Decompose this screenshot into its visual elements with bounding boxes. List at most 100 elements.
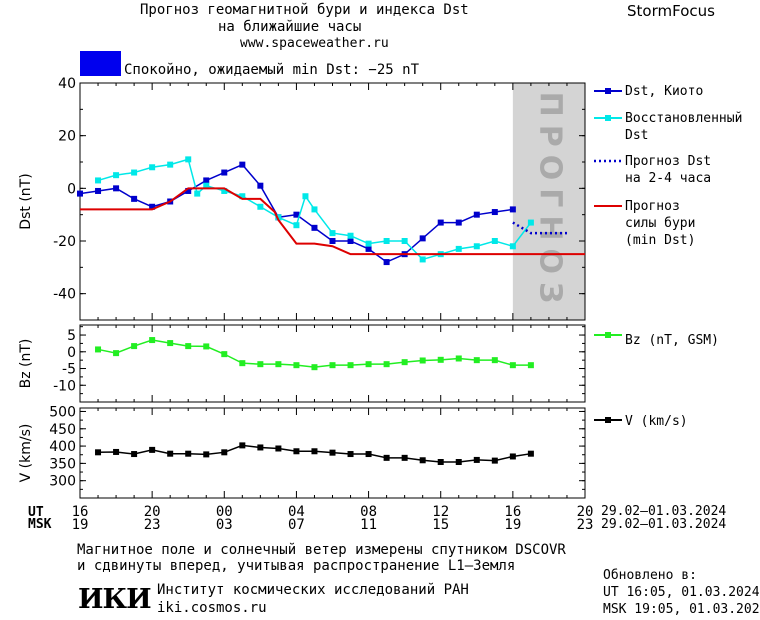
data-point — [221, 449, 228, 456]
ut-tick-label: 16 — [504, 504, 521, 520]
forecast-zone — [512, 83, 585, 320]
data-point — [185, 450, 192, 457]
msk-tick-label: 15 — [432, 517, 449, 533]
legend-label: силы бури — [625, 216, 695, 231]
data-point — [491, 357, 498, 364]
page-title: Прогноз геомагнитной бури и индекса Dst — [140, 2, 469, 18]
ut-tick-label: 20 — [144, 504, 161, 520]
data-point — [347, 451, 354, 458]
panel-frame — [79, 82, 586, 321]
ut-tick-label: 12 — [432, 504, 449, 520]
y-tick-label: 400 — [49, 439, 76, 455]
data-point — [239, 161, 246, 168]
data-point — [311, 364, 318, 371]
data-point — [302, 193, 309, 200]
data-point — [329, 238, 336, 244]
data-point — [509, 206, 516, 213]
data-point — [293, 448, 300, 455]
data-point — [113, 172, 120, 179]
data-point — [203, 451, 210, 458]
site-url[interactable]: www.spaceweather.ru — [240, 36, 389, 51]
legend-marker — [605, 417, 611, 423]
msk-tick-label: 23 — [144, 517, 161, 533]
data-point — [239, 193, 246, 200]
data-point — [275, 445, 282, 452]
data-point — [167, 161, 174, 168]
iki-logo[interactable]: ИКИ — [78, 584, 152, 615]
data-point — [203, 177, 210, 184]
data-point — [131, 451, 138, 458]
data-point — [437, 219, 444, 226]
series-line-storm-forecast — [80, 187, 585, 256]
y-tick-label: -20 — [53, 234, 76, 250]
data-point — [311, 224, 318, 231]
data-point — [347, 238, 354, 244]
data-point — [239, 360, 246, 367]
data-point — [509, 243, 516, 250]
data-point — [383, 454, 390, 461]
y-tick-label: 20 — [58, 129, 76, 145]
updated-msk: MSK 19:05, 01.03.2024 — [603, 602, 760, 617]
data-point — [203, 182, 210, 189]
data-point — [257, 182, 264, 189]
data-point — [455, 245, 462, 252]
institute-site-link[interactable]: iki.cosmos.ru — [157, 600, 267, 616]
msk-tick-label: 19 — [72, 517, 89, 533]
data-point — [167, 450, 174, 457]
dst-panel: ПРОГНОЗ 40 20 0 -20 -40 Dst (nT) — [18, 76, 586, 321]
data-point — [401, 238, 408, 244]
data-point — [221, 187, 228, 194]
page-subtitle: на ближайшие часы — [218, 19, 362, 35]
msk-axis-label: MSK — [28, 517, 52, 532]
data-point — [149, 337, 156, 344]
data-point — [509, 362, 516, 369]
legend-label: Dst — [625, 128, 648, 143]
data-point — [329, 362, 336, 369]
msk-tick-label: 03 — [216, 517, 233, 533]
data-point — [194, 190, 201, 197]
data-point — [365, 240, 372, 247]
ut-axis-label: UT — [28, 505, 44, 520]
data-point — [95, 449, 102, 456]
data-point — [167, 340, 174, 347]
y-tick-label: 0 — [67, 181, 76, 197]
data-point — [131, 343, 138, 350]
data-point — [347, 232, 354, 239]
legend-marker — [605, 332, 611, 338]
data-point — [491, 238, 498, 244]
status-color-box — [80, 51, 121, 76]
msk-tick-label: 19 — [504, 517, 521, 533]
y-tick-label: -10 — [53, 378, 76, 394]
msk-tick-label: 07 — [288, 517, 305, 533]
data-point — [347, 362, 354, 369]
data-point — [437, 356, 444, 363]
data-point — [257, 361, 264, 368]
data-point — [185, 187, 192, 194]
data-point — [365, 451, 372, 458]
status-text: Спокойно, ожидаемый min Dst: −25 nT — [124, 62, 420, 78]
data-point — [311, 448, 318, 455]
y-tick-label: -40 — [53, 287, 76, 303]
data-point — [113, 185, 120, 192]
y-tick-label: 300 — [49, 474, 76, 490]
data-point — [383, 238, 390, 244]
data-point — [293, 222, 300, 229]
series-line-0-2 — [512, 221, 567, 235]
updated-ut: UT 16:05, 01.03.2024 — [603, 585, 760, 600]
data-point — [455, 219, 462, 226]
ut-tick-label: 20 — [577, 504, 594, 520]
data-point — [419, 457, 426, 464]
data-point — [419, 256, 426, 263]
data-point — [365, 245, 372, 252]
data-point — [95, 346, 102, 353]
data-point — [257, 203, 264, 210]
legend: Dst, Киото Восстановленный Dst Прогноз Dst н… — [594, 84, 742, 429]
legend-label: Bz (nT, GSM) — [625, 333, 719, 348]
data-point — [329, 230, 336, 237]
y-tick-label: -5 — [62, 362, 76, 378]
y-tick-label: 350 — [49, 456, 76, 472]
data-point — [113, 350, 120, 357]
data-point — [131, 169, 138, 176]
y-tick-label: 40 — [58, 76, 76, 92]
